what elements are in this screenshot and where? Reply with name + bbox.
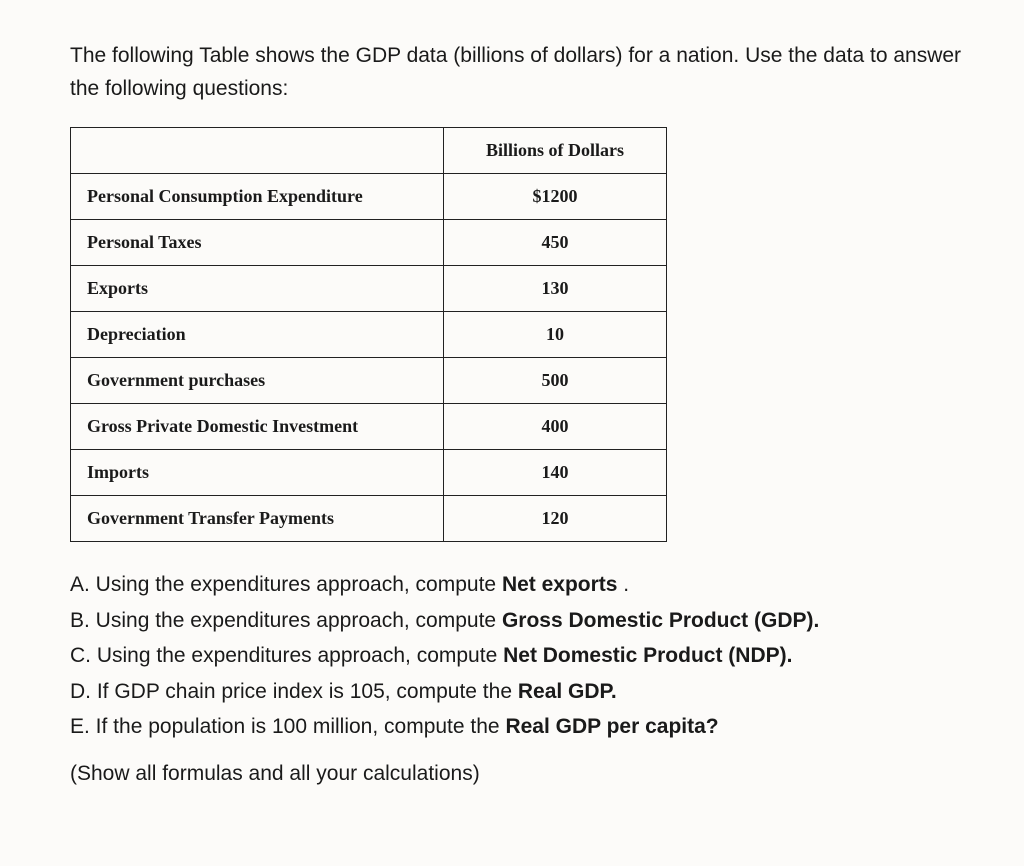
question-c: C. Using the expenditures approach, comp…: [70, 639, 964, 673]
row-value: $1200: [444, 174, 667, 220]
question-b: B. Using the expenditures approach, comp…: [70, 604, 964, 638]
questions-block: A. Using the expenditures approach, comp…: [70, 568, 964, 744]
question-letter: B.: [70, 609, 90, 632]
row-label: Depreciation: [71, 312, 444, 358]
intro-text: The following Table shows the GDP data (…: [70, 40, 964, 105]
row-value: 10: [444, 312, 667, 358]
question-pre: If GDP chain price index is 105, compute…: [91, 680, 518, 703]
question-bold: Net exports: [502, 573, 618, 596]
row-label: Imports: [71, 450, 444, 496]
row-label: Government Transfer Payments: [71, 496, 444, 542]
question-post: .: [617, 573, 629, 596]
table-row: Government purchases 500: [71, 358, 667, 404]
question-e: E. If the population is 100 million, com…: [70, 710, 964, 744]
instruction-text: (Show all formulas and all your calculat…: [70, 762, 964, 786]
question-pre: Using the expenditures approach, compute: [91, 644, 503, 667]
table-header-value: Billions of Dollars: [444, 128, 667, 174]
question-letter: C.: [70, 644, 91, 667]
row-value: 450: [444, 220, 667, 266]
table-header-row: Billions of Dollars: [71, 128, 667, 174]
table-header-blank: [71, 128, 444, 174]
question-pre: Using the expenditures approach, compute: [90, 573, 502, 596]
question-bold: Real GDP.: [518, 680, 617, 703]
row-value: 500: [444, 358, 667, 404]
row-label: Government purchases: [71, 358, 444, 404]
question-letter: A.: [70, 573, 90, 596]
row-value: 120: [444, 496, 667, 542]
question-d: D. If GDP chain price index is 105, comp…: [70, 675, 964, 709]
table-row: Personal Consumption Expenditure $1200: [71, 174, 667, 220]
question-letter: D.: [70, 680, 91, 703]
question-bold: Gross Domestic Product (GDP).: [502, 609, 819, 632]
row-value: 140: [444, 450, 667, 496]
row-value: 400: [444, 404, 667, 450]
row-label: Exports: [71, 266, 444, 312]
gdp-table: Billions of Dollars Personal Consumption…: [70, 127, 667, 542]
row-label: Personal Taxes: [71, 220, 444, 266]
table-row: Depreciation 10: [71, 312, 667, 358]
table-row: Personal Taxes 450: [71, 220, 667, 266]
table-row: Government Transfer Payments 120: [71, 496, 667, 542]
question-bold: Net Domestic Product (NDP).: [503, 644, 792, 667]
table-row: Gross Private Domestic Investment 400: [71, 404, 667, 450]
table-row: Exports 130: [71, 266, 667, 312]
row-value: 130: [444, 266, 667, 312]
question-pre: Using the expenditures approach, compute: [90, 609, 502, 632]
row-label: Personal Consumption Expenditure: [71, 174, 444, 220]
table-row: Imports 140: [71, 450, 667, 496]
question-letter: E.: [70, 715, 90, 738]
question-bold: Real GDP per capita?: [505, 715, 718, 738]
question-pre: If the population is 100 million, comput…: [90, 715, 506, 738]
page-root: The following Table shows the GDP data (…: [0, 0, 1024, 826]
row-label: Gross Private Domestic Investment: [71, 404, 444, 450]
question-a: A. Using the expenditures approach, comp…: [70, 568, 964, 602]
